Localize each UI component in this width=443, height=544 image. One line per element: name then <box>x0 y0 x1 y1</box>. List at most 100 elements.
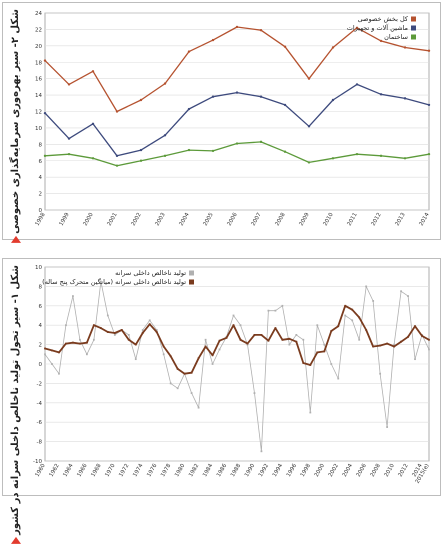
y-tick-label: 10 <box>35 265 42 271</box>
x-tick-label: 1982 <box>188 463 200 478</box>
x-tick-label: 1998 <box>300 463 312 479</box>
x-tick-label: 2004 <box>179 212 191 228</box>
data-point <box>51 363 53 365</box>
data-point <box>330 363 333 365</box>
data-point <box>379 154 383 158</box>
data-point <box>330 330 333 332</box>
y-tick-label: 14 <box>35 93 42 99</box>
data-point <box>148 323 151 326</box>
x-tick-label: 1980 <box>174 463 186 479</box>
data-point <box>72 341 74 344</box>
data-point <box>134 343 137 346</box>
data-point <box>403 46 407 49</box>
data-point <box>197 406 200 409</box>
data-point <box>309 411 312 414</box>
x-tick-label: 2012 <box>398 463 410 478</box>
data-point <box>379 39 383 43</box>
data-point <box>148 319 151 322</box>
x-tick-label: 1966 <box>76 463 88 479</box>
data-point <box>169 382 172 385</box>
data-point <box>274 309 277 312</box>
x-tick-label: 1984 <box>202 463 214 479</box>
x-tick-label: 2001 <box>107 212 119 227</box>
data-point <box>127 334 130 336</box>
data-point <box>337 325 340 328</box>
data-point <box>67 83 71 86</box>
data-point <box>344 314 347 317</box>
data-point <box>302 362 305 364</box>
data-point <box>235 91 239 94</box>
data-point <box>190 371 193 374</box>
y-tick-label: 6 <box>39 304 43 310</box>
data-point <box>414 325 416 328</box>
data-point <box>253 392 256 394</box>
data-point <box>427 103 431 107</box>
data-point <box>139 159 143 162</box>
data-point <box>187 50 191 53</box>
data-point <box>239 338 242 341</box>
data-point <box>302 338 305 341</box>
x-tick-label: 1999 <box>59 212 71 228</box>
x-tick-label: 1990 <box>244 463 256 479</box>
x-tick-label: 1976 <box>146 463 158 479</box>
data-point <box>58 351 60 354</box>
data-point <box>351 308 354 311</box>
data-point <box>187 148 191 152</box>
data-point <box>232 324 235 327</box>
data-point <box>163 134 167 137</box>
x-tick-label: 2004 <box>342 463 354 479</box>
y-tick-label: 24 <box>35 11 42 17</box>
legend-swatch <box>189 270 194 276</box>
data-point <box>274 327 277 330</box>
x-tick-label: 1978 <box>160 463 172 479</box>
legend-label: ماشین آلات و تجهیزات <box>347 23 408 32</box>
data-point <box>355 26 359 29</box>
x-tick-label: 1964 <box>62 463 74 479</box>
data-point <box>211 354 214 357</box>
x-tick-label: 2002 <box>131 212 143 227</box>
data-point <box>211 363 214 365</box>
x-tick-label: 1996 <box>286 463 298 479</box>
x-tick-label: 1974 <box>132 463 144 479</box>
data-point <box>92 324 95 327</box>
data-point <box>218 348 221 351</box>
y-tick-label: 22 <box>35 27 42 33</box>
data-point <box>307 161 311 164</box>
legend-label: تولید ناخالص داخلی سرانه (میانگین متحرک … <box>42 278 186 286</box>
legend-swatch <box>411 34 416 40</box>
x-tick-label: 2008 <box>370 463 382 479</box>
x-tick-label: 2012 <box>371 212 383 227</box>
data-point <box>295 334 298 336</box>
data-point <box>414 358 416 361</box>
data-point <box>253 334 256 336</box>
x-tick-label: 2011 <box>347 212 359 227</box>
data-point <box>163 82 167 85</box>
data-point <box>259 29 263 32</box>
x-tick-label: 1992 <box>258 463 270 478</box>
x-tick-label: 1998 <box>35 212 47 228</box>
legend-swatch <box>411 25 416 31</box>
data-point <box>99 280 102 283</box>
data-point <box>316 351 319 354</box>
data-point <box>44 353 46 356</box>
data-point <box>176 387 179 390</box>
data-point <box>65 324 67 327</box>
data-point <box>428 348 430 351</box>
data-point <box>260 450 263 453</box>
data-point <box>115 110 119 113</box>
data-point <box>309 364 312 366</box>
data-point <box>407 295 409 297</box>
x-tick-label: 2013 <box>395 212 407 228</box>
data-point <box>139 148 143 152</box>
data-point <box>235 142 239 145</box>
data-point <box>307 77 311 80</box>
data-point <box>162 345 165 348</box>
data-point <box>239 324 242 327</box>
data-point <box>355 83 359 86</box>
data-point <box>259 95 263 98</box>
x-tick-label: 2010 <box>384 463 396 479</box>
data-point <box>139 98 143 102</box>
x-tick-label: 1994 <box>272 463 284 479</box>
data-point <box>141 332 144 334</box>
data-point <box>344 304 347 307</box>
